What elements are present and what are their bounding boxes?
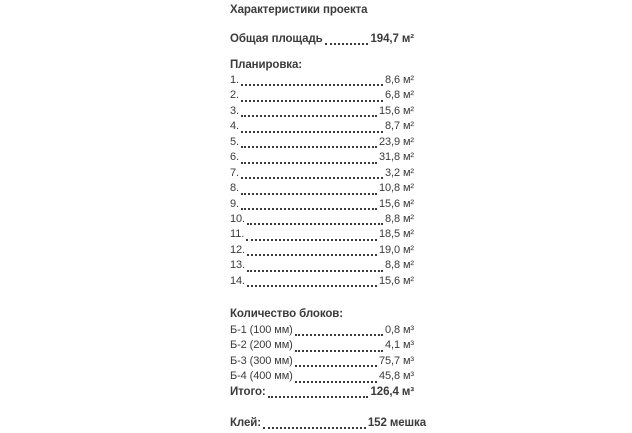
dotted-leader xyxy=(262,427,366,430)
plan-item-area: 8,8 м² xyxy=(385,259,414,272)
plan-item: 12. 19,0 м² xyxy=(230,244,414,259)
plan-list: 1. 8,6 м² 2. 6,8 м² 3. 15,6 м² 4. 8,7 м²… xyxy=(230,74,414,290)
block-label: Б-3 (300 мм) xyxy=(230,354,293,367)
plan-item: 14. 15,6 м² xyxy=(230,275,414,290)
plan-item-area: 3,2 м² xyxy=(385,166,414,179)
block-row: Б-3 (300 мм) 75,7 м³ xyxy=(230,355,414,370)
plan-item-area: 10,8 м² xyxy=(379,182,414,195)
plan-item-area: 15,6 м² xyxy=(379,104,414,117)
plan-item-number: 2. xyxy=(230,89,239,102)
block-volume: 75,7 м³ xyxy=(379,354,414,367)
block-label: Б-4 (400 мм) xyxy=(230,370,293,383)
dotted-leader xyxy=(240,84,384,87)
dotted-leader xyxy=(240,99,384,102)
plan-item-area: 8,8 м² xyxy=(385,212,414,225)
plan-item-number: 13. xyxy=(230,259,245,272)
block-row: Б-1 (100 мм) 0,8 м³ xyxy=(230,324,414,339)
plan-item-number: 3. xyxy=(230,104,239,117)
plan-item-number: 8. xyxy=(230,182,239,195)
block-label: Б-1 (100 мм) xyxy=(230,324,293,336)
blocks-heading: Количество блоков: xyxy=(230,308,343,320)
block-label: Б-2 (200 мм) xyxy=(230,339,293,352)
dotted-leader xyxy=(294,380,377,383)
block-row: Б-4 (400 мм) 45,8 м³ xyxy=(230,370,414,385)
plan-item-area: 18,5 м² xyxy=(379,228,414,241)
glue-value: 152 мешка xyxy=(367,417,426,429)
plan-item: 9. 15,6 м² xyxy=(230,198,414,213)
dotted-leader xyxy=(247,269,384,272)
plan-item-area: 23,9 м² xyxy=(379,135,414,148)
plan-item-area: 15,6 м² xyxy=(379,197,414,210)
dotted-leader xyxy=(247,254,377,257)
glue-row: Клей: 152 мешка xyxy=(230,417,426,432)
total-area-row: Общая площадь 194,7 м² xyxy=(230,33,414,48)
plan-item: 10. 8,8 м² xyxy=(230,213,414,228)
plan-item-area: 19,0 м² xyxy=(379,243,414,256)
plan-item-area: 6,8 м² xyxy=(385,89,414,102)
dotted-leader xyxy=(240,192,377,195)
dotted-leader xyxy=(267,395,369,398)
block-row: Б-2 (200 мм) 4,1 м³ xyxy=(230,339,414,354)
plan-item-number: 10. xyxy=(230,212,245,225)
plan-item: 7. 3,2 м² xyxy=(230,167,414,182)
block-volume: 45,8 м³ xyxy=(379,370,414,383)
dotted-leader xyxy=(240,177,384,180)
plan-item-number: 6. xyxy=(230,151,239,164)
plan-item-area: 8,7 м² xyxy=(385,120,414,133)
dotted-leader xyxy=(247,285,377,288)
plan-item: 1. 8,6 м² xyxy=(230,74,414,89)
dotted-leader xyxy=(247,223,384,226)
dotted-leader xyxy=(246,238,377,241)
total-area-label: Общая площадь xyxy=(230,33,323,45)
dotted-leader xyxy=(240,207,377,210)
dotted-leader xyxy=(240,146,377,149)
plan-item: 4. 8,7 м² xyxy=(230,120,414,135)
plan-item-area: 15,6 м² xyxy=(379,274,414,287)
plan-item: 8. 10,8 м² xyxy=(230,182,414,197)
dotted-leader xyxy=(240,161,377,164)
dotted-leader xyxy=(294,349,384,352)
block-volume: 0,8 м³ xyxy=(385,324,414,336)
plan-heading: Планировка: xyxy=(230,59,302,71)
plan-item-number: 14. xyxy=(230,274,245,287)
plan-item: 2. 6,8 м² xyxy=(230,89,414,104)
blocks-total-value: 126,4 м³ xyxy=(370,385,414,398)
plan-item-number: 12. xyxy=(230,243,245,256)
block-volume: 4,1 м³ xyxy=(385,339,414,352)
total-area-value: 194,7 м² xyxy=(370,33,414,45)
plan-item-number: 11. xyxy=(230,228,245,241)
plan-item-number: 7. xyxy=(230,166,239,179)
dotted-leader xyxy=(240,115,377,118)
dotted-leader xyxy=(294,365,377,368)
plan-item-number: 1. xyxy=(230,74,239,86)
plan-item: 11. 18,5 м² xyxy=(230,228,414,243)
blocks-total-row: Итого: 126,4 м³ xyxy=(230,386,414,401)
plan-item-number: 9. xyxy=(230,197,239,210)
plan-item-number: 5. xyxy=(230,135,239,148)
page-title: Характеристики проекта xyxy=(230,4,368,16)
dotted-leader xyxy=(240,130,384,133)
plan-item: 13. 8,8 м² xyxy=(230,259,414,274)
glue-label: Клей: xyxy=(230,417,261,429)
plan-item-area: 8,6 м² xyxy=(385,74,414,86)
dotted-leader xyxy=(294,334,384,337)
plan-item-area: 31,8 м² xyxy=(379,151,414,164)
blocks-list: Б-1 (100 мм) 0,8 м³ Б-2 (200 мм) 4,1 м³ … xyxy=(230,324,414,401)
plan-item: 3. 15,6 м² xyxy=(230,105,414,120)
plan-item: 6. 31,8 м² xyxy=(230,151,414,166)
blocks-total-label: Итого: xyxy=(230,385,266,398)
plan-item: 5. 23,9 м² xyxy=(230,136,414,151)
dotted-leader xyxy=(324,43,369,46)
plan-item-number: 4. xyxy=(230,120,239,133)
